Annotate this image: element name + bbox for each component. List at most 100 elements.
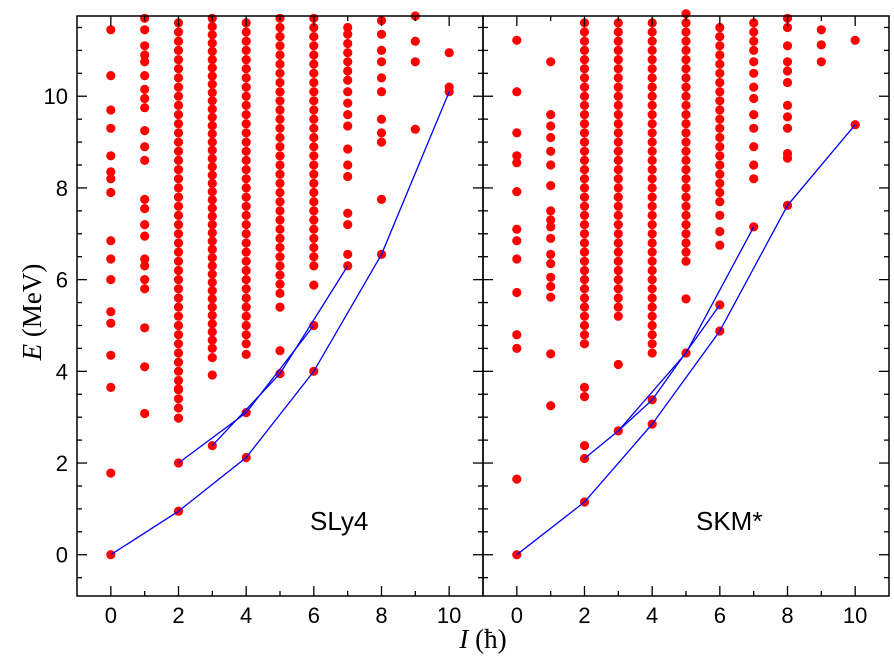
level-point xyxy=(207,195,217,205)
x-tick-label: 6 xyxy=(308,603,320,628)
level-point xyxy=(613,165,623,175)
level-point xyxy=(647,82,657,92)
level-point xyxy=(782,66,793,76)
level-point xyxy=(579,73,590,83)
level-point xyxy=(512,35,522,45)
level-point xyxy=(207,21,217,32)
level-point xyxy=(343,110,353,120)
band-line xyxy=(211,265,349,447)
level-point xyxy=(782,148,793,159)
level-point xyxy=(647,183,657,193)
level-point xyxy=(207,261,217,271)
level-point xyxy=(140,93,150,104)
level-point xyxy=(173,265,184,276)
y-tick-label: 10 xyxy=(44,84,68,109)
level-point xyxy=(715,114,725,124)
level-point xyxy=(106,275,116,285)
level-point xyxy=(579,45,590,56)
level-point xyxy=(681,45,691,56)
level-point xyxy=(309,224,319,234)
level-point xyxy=(681,238,691,248)
level-point xyxy=(512,254,522,264)
level-point xyxy=(579,155,590,165)
level-point xyxy=(207,88,217,98)
level-point xyxy=(647,348,657,358)
level-point xyxy=(343,121,353,131)
level-point xyxy=(140,155,150,165)
level-point xyxy=(309,114,319,124)
level-point xyxy=(309,50,319,60)
level-point xyxy=(309,96,319,106)
level-point xyxy=(410,57,420,67)
level-point xyxy=(207,244,217,254)
level-point xyxy=(579,183,590,193)
x-axis-symbol: I xyxy=(458,624,470,654)
level-point xyxy=(647,165,657,175)
level-point xyxy=(207,121,217,131)
y-tick-label: 8 xyxy=(56,176,68,201)
level-point xyxy=(173,155,184,165)
level-point xyxy=(681,137,691,147)
level-point xyxy=(207,353,217,363)
level-point xyxy=(241,275,251,285)
band-line xyxy=(110,91,450,556)
level-point xyxy=(241,349,251,359)
level-point xyxy=(173,256,184,266)
level-point xyxy=(275,302,285,312)
level-point xyxy=(241,36,251,46)
band-line xyxy=(516,124,856,556)
level-point xyxy=(106,318,116,328)
level-point xyxy=(173,302,184,312)
level-point xyxy=(681,128,691,138)
level-point xyxy=(140,362,150,372)
level-point xyxy=(106,550,116,560)
level-point xyxy=(173,45,184,56)
level-point xyxy=(241,128,251,138)
level-point xyxy=(140,57,150,67)
level-point xyxy=(647,256,657,266)
level-point xyxy=(613,137,623,147)
level-point xyxy=(106,307,116,317)
y-tick-label: 4 xyxy=(56,359,68,384)
level-point xyxy=(106,236,116,246)
level-point xyxy=(173,91,184,101)
level-point xyxy=(512,158,522,168)
level-point xyxy=(106,382,116,392)
level-point xyxy=(207,343,217,353)
level-point xyxy=(343,38,353,49)
level-point xyxy=(613,359,623,370)
level-point xyxy=(207,277,217,287)
band-line xyxy=(584,226,755,460)
level-point xyxy=(613,82,623,92)
level-point xyxy=(309,59,319,69)
x-tick-label: 6 xyxy=(714,603,726,628)
level-point xyxy=(749,36,759,46)
y-axis-unit: (MeV) xyxy=(17,264,47,337)
level-point xyxy=(241,137,251,147)
level-point xyxy=(173,192,184,202)
level-point xyxy=(241,55,251,65)
level-point xyxy=(140,84,150,94)
level-point xyxy=(309,151,319,161)
level-point xyxy=(512,87,522,97)
level-point xyxy=(275,187,285,198)
level-point xyxy=(343,66,353,76)
level-point xyxy=(681,201,691,211)
level-point xyxy=(173,275,184,285)
level-point xyxy=(207,211,217,221)
level-point xyxy=(173,128,184,138)
level-point xyxy=(343,171,353,182)
level-point xyxy=(715,142,725,152)
level-point xyxy=(613,45,623,56)
level-point xyxy=(241,302,251,312)
level-point xyxy=(579,91,590,101)
level-point xyxy=(749,68,759,78)
level-point xyxy=(512,330,522,340)
level-point xyxy=(613,247,623,257)
level-point xyxy=(376,87,387,97)
level-point xyxy=(512,343,522,353)
level-point xyxy=(715,31,725,42)
level-point xyxy=(579,441,590,451)
level-point xyxy=(579,284,590,294)
x-tick-label: 0 xyxy=(511,603,523,628)
